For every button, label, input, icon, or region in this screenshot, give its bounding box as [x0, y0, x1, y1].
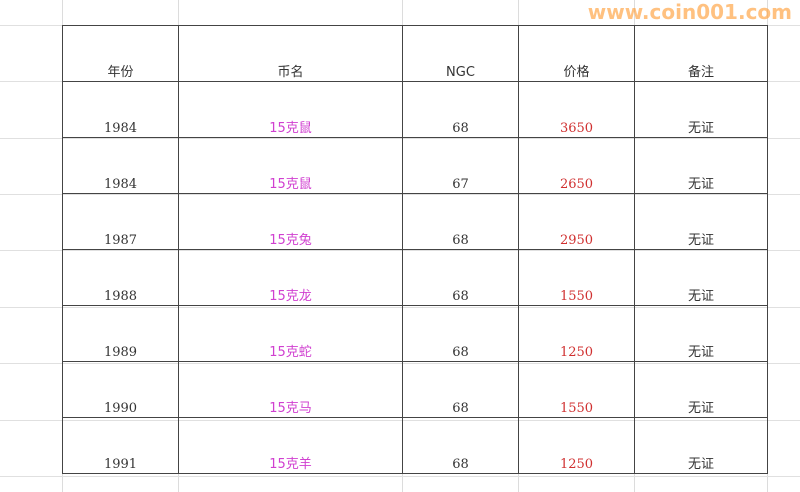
- price-value: 1550: [559, 289, 594, 304]
- cell-price[interactable]: 1250: [518, 417, 635, 474]
- cell-name[interactable]: 15克兔: [178, 193, 403, 250]
- watermark: www.coin001.com: [587, 0, 792, 24]
- price-value: 1550: [559, 401, 594, 416]
- name-value: 15克兔: [269, 233, 312, 248]
- header-cell-year[interactable]: 年份: [62, 25, 179, 82]
- cell-ngc[interactable]: 67: [402, 137, 519, 194]
- table-row: 1987 15克兔 68 2950 无证: [62, 193, 768, 250]
- year-value: 1991: [103, 457, 138, 472]
- cell-year[interactable]: 1989: [62, 305, 179, 362]
- table-row: 1991 15克羊 68 1250 无证: [62, 417, 768, 474]
- cell-name[interactable]: 15克蛇: [178, 305, 403, 362]
- cell-ngc[interactable]: 68: [402, 81, 519, 138]
- note-value: 无证: [687, 345, 714, 360]
- year-value: 1990: [103, 401, 138, 416]
- price-value: 3650: [559, 121, 594, 136]
- cell-price[interactable]: 2650: [518, 137, 635, 194]
- note-value: 无证: [687, 121, 714, 136]
- ngc-value: 67: [452, 177, 469, 192]
- header-label: 币名: [277, 65, 304, 80]
- cell-note[interactable]: 无证: [634, 81, 768, 138]
- price-value: 1250: [559, 345, 594, 360]
- price-value: 1250: [559, 457, 594, 472]
- table-row: 1984 15克鼠 67 2650 无证: [62, 137, 768, 194]
- name-value: 15克鼠: [269, 121, 312, 136]
- ngc-value: 68: [452, 289, 469, 304]
- price-value: 2650: [559, 177, 594, 192]
- cell-note[interactable]: 无证: [634, 417, 768, 474]
- table-row: 1989 15克蛇 68 1250 无证: [62, 305, 768, 362]
- cell-name[interactable]: 15克马: [178, 361, 403, 418]
- cell-note[interactable]: 无证: [634, 137, 768, 194]
- year-value: 1989: [103, 345, 138, 360]
- cell-name[interactable]: 15克鼠: [178, 81, 403, 138]
- note-value: 无证: [687, 233, 714, 248]
- table-row: 1990 15克马 68 1550 无证: [62, 361, 768, 418]
- header-label: 年份: [107, 65, 134, 80]
- cell-year[interactable]: 1984: [62, 81, 179, 138]
- cell-name[interactable]: 15克鼠: [178, 137, 403, 194]
- note-value: 无证: [687, 457, 714, 472]
- header-cell-note[interactable]: 备注: [634, 25, 768, 82]
- name-value: 15克羊: [269, 457, 312, 472]
- cell-year[interactable]: 1987: [62, 193, 179, 250]
- header-label: 备注: [687, 65, 714, 80]
- ngc-value: 68: [452, 401, 469, 416]
- price-value: 2950: [559, 233, 594, 248]
- cell-year[interactable]: 1984: [62, 137, 179, 194]
- cell-note[interactable]: 无证: [634, 193, 768, 250]
- name-value: 15克鼠: [269, 177, 312, 192]
- note-value: 无证: [687, 289, 714, 304]
- gridline: [767, 0, 768, 492]
- gridline: [0, 476, 800, 477]
- header-cell-name[interactable]: 币名: [178, 25, 403, 82]
- cell-ngc[interactable]: 68: [402, 361, 519, 418]
- cell-price[interactable]: 2950: [518, 193, 635, 250]
- note-value: 无证: [687, 177, 714, 192]
- year-value: 1988: [103, 289, 138, 304]
- header-cell-ngc[interactable]: NGC: [402, 25, 519, 82]
- cell-price[interactable]: 3650: [518, 81, 635, 138]
- ngc-value: 68: [452, 233, 469, 248]
- name-value: 15克蛇: [269, 345, 312, 360]
- cell-price[interactable]: 1250: [518, 305, 635, 362]
- year-value: 1984: [103, 121, 138, 136]
- cell-note[interactable]: 无证: [634, 305, 768, 362]
- header-label: 价格: [563, 65, 590, 80]
- header-row: 年份 币名 NGC 价格 备注: [62, 25, 768, 82]
- cell-year[interactable]: 1991: [62, 417, 179, 474]
- ngc-value: 68: [452, 345, 469, 360]
- name-value: 15克龙: [269, 289, 312, 304]
- cell-note[interactable]: 无证: [634, 249, 768, 306]
- cell-ngc[interactable]: 68: [402, 249, 519, 306]
- cell-note[interactable]: 无证: [634, 361, 768, 418]
- cell-ngc[interactable]: 68: [402, 193, 519, 250]
- year-value: 1984: [103, 177, 138, 192]
- cell-year[interactable]: 1990: [62, 361, 179, 418]
- cell-year[interactable]: 1988: [62, 249, 179, 306]
- table-row: 1988 15克龙 68 1550 无证: [62, 249, 768, 306]
- cell-name[interactable]: 15克羊: [178, 417, 403, 474]
- coin-price-table: 年份 币名 NGC 价格 备注 1984 15克鼠 68 3650 无证 1984 15克鼠…: [62, 25, 768, 474]
- cell-price[interactable]: 1550: [518, 249, 635, 306]
- ngc-value: 68: [452, 121, 469, 136]
- name-value: 15克马: [269, 401, 312, 416]
- header-cell-price[interactable]: 价格: [518, 25, 635, 82]
- note-value: 无证: [687, 401, 714, 416]
- cell-ngc[interactable]: 68: [402, 417, 519, 474]
- table-row: 1984 15克鼠 68 3650 无证: [62, 81, 768, 138]
- cell-name[interactable]: 15克龙: [178, 249, 403, 306]
- ngc-value: 68: [452, 457, 469, 472]
- cell-price[interactable]: 1550: [518, 361, 635, 418]
- year-value: 1987: [103, 233, 138, 248]
- header-label: NGC: [446, 65, 475, 80]
- cell-ngc[interactable]: 68: [402, 305, 519, 362]
